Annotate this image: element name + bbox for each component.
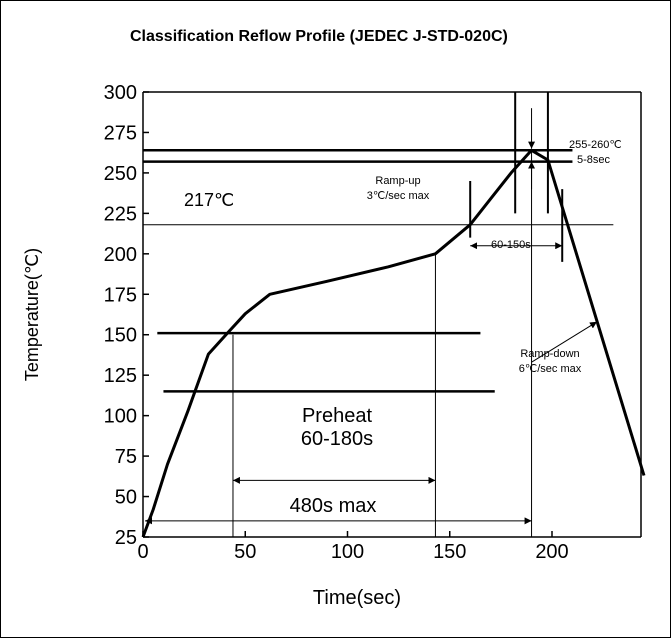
label-217: 217℃: [184, 190, 234, 210]
label-liquidus-time: 60-150s: [491, 239, 531, 251]
label-total-time: 480s max: [290, 495, 377, 517]
tick-labels: 25 50 75 100 125 150 175 200 225 250 275 300 0 50 100 1…: [104, 82, 569, 563]
y-tick-label: 250: [104, 163, 137, 185]
rampdown-leader: [531, 321, 598, 363]
x-axis-label: Time(sec): [313, 587, 401, 609]
x-tick-label: 150: [433, 541, 466, 563]
y-tick-label: 275: [104, 122, 137, 144]
y-tick-label: 150: [104, 325, 137, 347]
label-rampup-2: 3℃/sec max: [367, 190, 430, 202]
label-peak-time: 5-8sec: [577, 154, 611, 166]
label-peak-temp: 255-260℃: [569, 139, 622, 151]
axes: [142, 91, 642, 538]
y-axis-label: Temperature(℃): [22, 248, 42, 381]
label-preheat-2: 60-180s: [301, 428, 373, 450]
x-tick-label: 0: [137, 541, 148, 563]
reflow-profile-line: [141, 148, 646, 538]
label-preheat-1: Preheat: [302, 405, 372, 427]
y-tick-label: 100: [104, 406, 137, 428]
y-tick-label: 125: [104, 365, 137, 387]
y-tick-label: 75: [115, 446, 137, 468]
label-rampdown-2: 6℃/sec max: [519, 363, 582, 375]
x-tick-label: 200: [535, 541, 568, 563]
y-tick-label: 25: [115, 527, 137, 549]
reference-lines: [143, 149, 614, 537]
y-tick-label: 50: [115, 487, 137, 509]
x-tick-label: 50: [234, 541, 256, 563]
y-tick-label: 225: [104, 203, 137, 225]
label-rampup-1: Ramp-up: [375, 175, 420, 187]
x-tick-label: 100: [331, 541, 364, 563]
label-rampdown-1: Ramp-down: [520, 348, 579, 360]
chart-title: Classification Reflow Profile (JEDEC J-S…: [130, 28, 508, 45]
dimension-lines: [145, 92, 598, 525]
y-tick-label: 175: [104, 284, 137, 306]
y-tick-label: 300: [104, 82, 137, 104]
y-tick-label: 200: [104, 244, 137, 266]
annotation-labels: 217℃ 255-260℃ 5-8sec Ramp-up 3℃/sec max 60-15…: [184, 139, 622, 517]
